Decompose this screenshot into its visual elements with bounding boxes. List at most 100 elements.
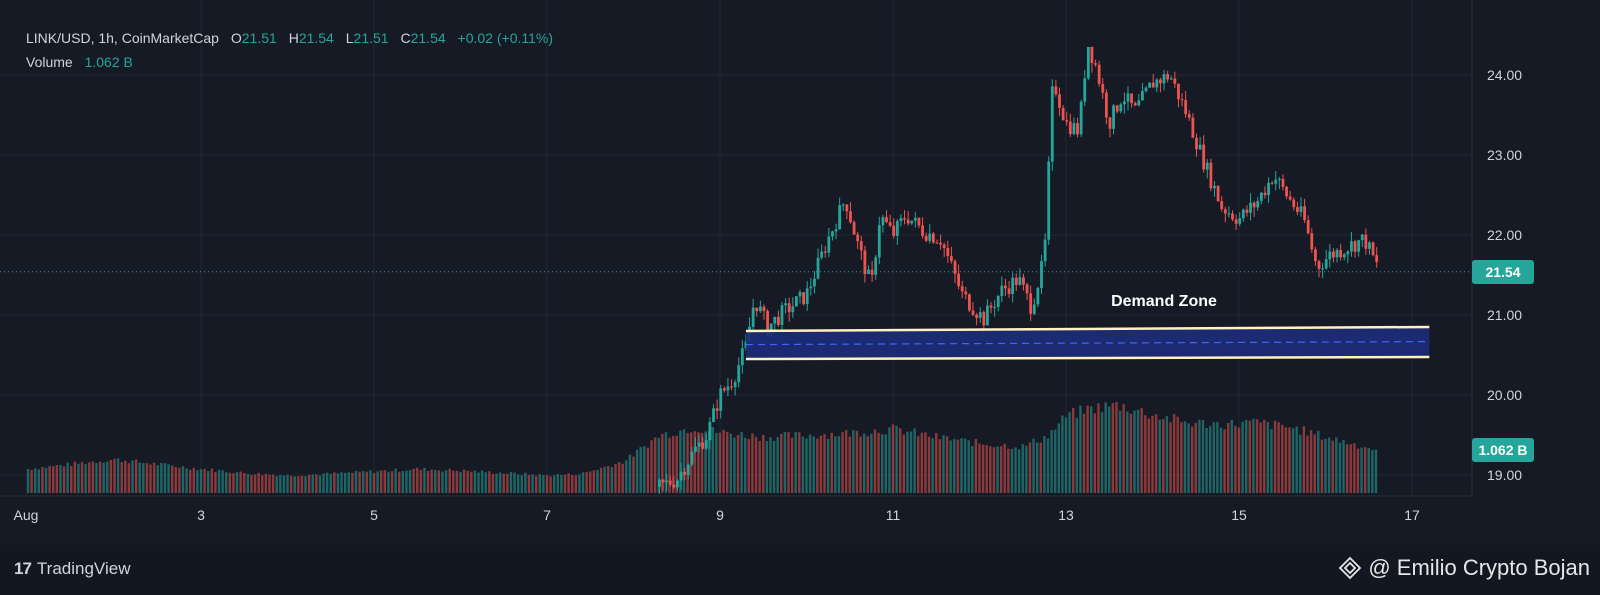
volume-bar bbox=[880, 434, 884, 493]
volume-bar bbox=[178, 467, 181, 493]
volume-bar bbox=[1082, 413, 1086, 493]
volume-bar bbox=[581, 472, 585, 493]
volume-bar bbox=[744, 437, 747, 493]
volume-bar bbox=[920, 432, 924, 493]
volume-bar bbox=[700, 432, 704, 493]
volume-bar bbox=[1194, 422, 1197, 493]
candle-body bbox=[1133, 103, 1137, 106]
volume-bar bbox=[974, 438, 978, 493]
candle-body bbox=[1162, 74, 1166, 84]
volume-bar bbox=[1090, 406, 1093, 493]
candle-body bbox=[917, 217, 921, 226]
candle-body bbox=[1335, 249, 1339, 258]
volume-bar bbox=[134, 459, 138, 493]
volume-bar bbox=[862, 433, 866, 493]
volume-bar bbox=[790, 437, 794, 493]
volume-bar bbox=[671, 435, 675, 493]
volume-bar bbox=[592, 470, 596, 493]
candle-body bbox=[993, 306, 997, 308]
volume-bar bbox=[513, 472, 516, 493]
volume-bar bbox=[992, 447, 996, 493]
volume-bar bbox=[783, 431, 787, 493]
candle-body bbox=[1004, 285, 1007, 289]
volume-bar bbox=[653, 437, 657, 493]
candle-body bbox=[776, 316, 780, 325]
volume-bar bbox=[826, 438, 830, 493]
volume-bar bbox=[477, 472, 480, 493]
volume-label[interactable]: Volume bbox=[26, 54, 73, 70]
candle-body bbox=[1115, 105, 1119, 112]
volume-bar bbox=[509, 472, 513, 493]
candle-body bbox=[690, 451, 694, 465]
time-axis[interactable]: Aug 3 5 7 9 11 13 15 17 bbox=[14, 507, 1420, 523]
demand-zone[interactable] bbox=[745, 325, 1430, 361]
demand-zone-bottom-line[interactable] bbox=[745, 355, 1430, 361]
volume-bar bbox=[870, 433, 873, 493]
volume-bar bbox=[322, 473, 325, 493]
volume-bar bbox=[682, 429, 686, 493]
volume-bar bbox=[1219, 427, 1223, 493]
volume-bar bbox=[455, 470, 459, 493]
time-tick-label: 7 bbox=[543, 507, 551, 523]
volume-bar bbox=[1284, 427, 1288, 493]
symbol-label[interactable]: LINK/USD, 1h, CoinMarketCap bbox=[26, 30, 219, 46]
volume-bar bbox=[1129, 413, 1133, 493]
candle-body bbox=[1007, 288, 1011, 295]
chart-area[interactable]: Demand Zone 24.00 23.00 22.00 21.00 20.00 19.… bbox=[0, 0, 1600, 545]
volume-bar bbox=[1273, 420, 1277, 493]
candle-body bbox=[1173, 78, 1177, 84]
volume-bar bbox=[1086, 405, 1089, 493]
volume-bar bbox=[142, 462, 145, 493]
volume-bar bbox=[1176, 416, 1179, 493]
volume-bar bbox=[794, 432, 797, 493]
price-axis[interactable]: 24.00 23.00 22.00 21.00 20.00 19.00 bbox=[1487, 67, 1522, 483]
volume-bar bbox=[408, 470, 412, 493]
volume-bar bbox=[801, 436, 805, 493]
volume-bar bbox=[621, 463, 624, 493]
candle-body bbox=[1227, 213, 1231, 215]
volume-bar bbox=[718, 432, 722, 493]
volume-bar bbox=[102, 462, 105, 493]
volume-bar bbox=[340, 472, 343, 493]
volume-bar bbox=[909, 431, 913, 493]
candle-body bbox=[1285, 186, 1288, 197]
volume-bar bbox=[88, 462, 91, 493]
candle-body bbox=[1314, 249, 1317, 262]
volume-bar bbox=[751, 433, 754, 493]
volume-bar bbox=[1374, 449, 1378, 493]
volume-bar bbox=[1367, 447, 1370, 493]
volume-bar bbox=[405, 470, 408, 493]
binance-diamond-icon bbox=[1339, 556, 1362, 580]
volume-bar bbox=[643, 446, 646, 493]
volume-bar bbox=[1043, 436, 1046, 493]
candle-body bbox=[1357, 240, 1361, 252]
volume-bar bbox=[859, 436, 862, 493]
volume-bar bbox=[758, 441, 761, 493]
price-tick-label: 20.00 bbox=[1487, 387, 1522, 403]
candlestick-chart[interactable]: Demand Zone 24.00 23.00 22.00 21.00 20.00 19.… bbox=[0, 0, 1600, 545]
volume-bar bbox=[318, 475, 322, 493]
volume-bar bbox=[614, 463, 617, 493]
candle-body bbox=[1191, 117, 1195, 138]
time-tick-label: 15 bbox=[1231, 507, 1247, 523]
tradingview-logo[interactable]: 17 TradingView bbox=[14, 559, 130, 579]
volume-bar bbox=[996, 446, 999, 493]
volume-bar bbox=[628, 454, 632, 493]
volume-bar bbox=[953, 439, 956, 493]
candle-body bbox=[1068, 121, 1072, 135]
demand-zone-top-line[interactable] bbox=[745, 325, 1430, 333]
candle-body bbox=[686, 464, 690, 475]
candle-body bbox=[1238, 218, 1242, 224]
candle-body bbox=[971, 310, 975, 315]
volume-bar bbox=[585, 472, 588, 493]
volume-bar bbox=[805, 438, 808, 493]
volume-bar bbox=[1104, 402, 1107, 493]
volume-bar bbox=[181, 466, 185, 493]
volume-bar bbox=[549, 476, 552, 493]
candle-body bbox=[1148, 82, 1152, 88]
volume-bar bbox=[664, 432, 668, 493]
time-tick-label: 3 bbox=[197, 507, 205, 523]
candle-body bbox=[1079, 101, 1083, 135]
volume-bar bbox=[1295, 426, 1298, 493]
candle-body bbox=[1122, 101, 1126, 105]
